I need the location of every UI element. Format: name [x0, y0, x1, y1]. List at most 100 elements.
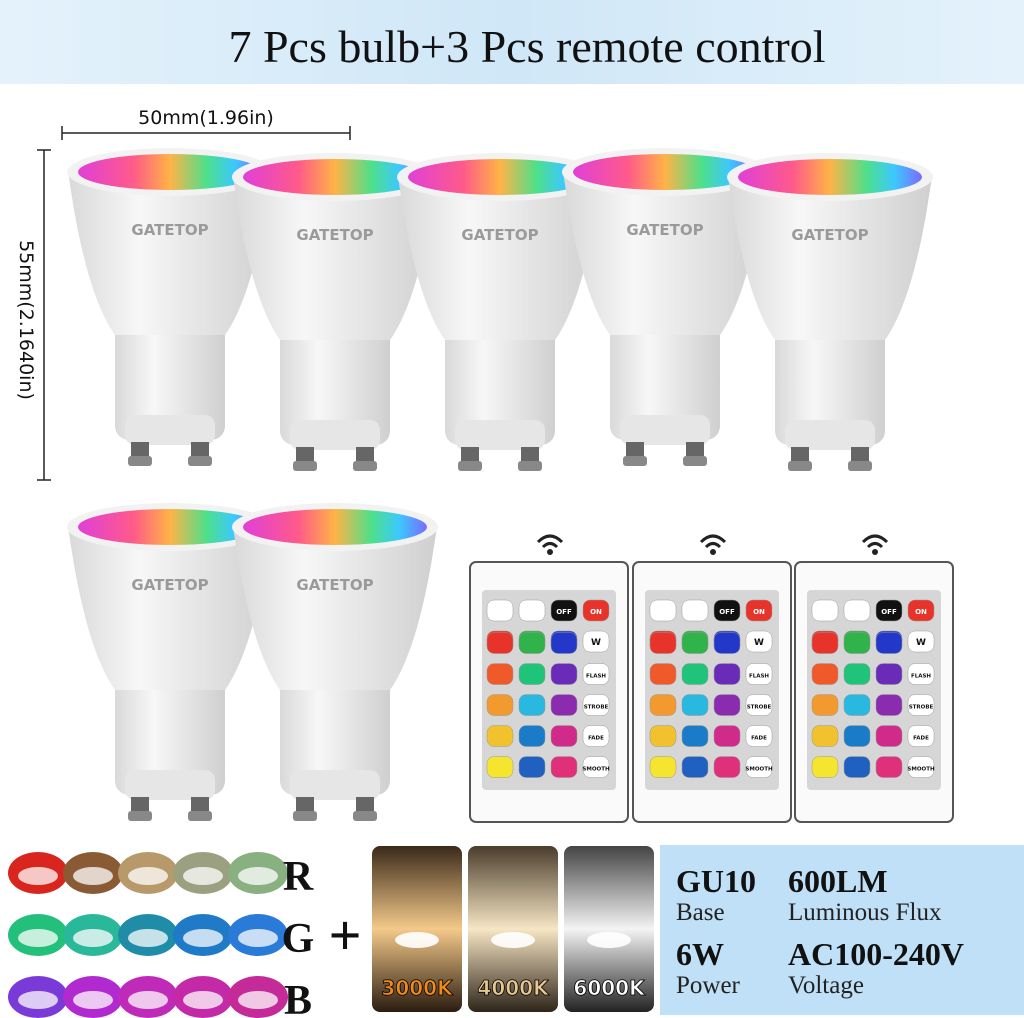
remote-button-label: SMOOTH: [745, 767, 773, 773]
remote-button: [486, 599, 514, 622]
remote-button: [713, 599, 741, 622]
temp-card: [564, 846, 654, 1012]
bulb-lens: [243, 509, 427, 545]
remote-button: [843, 632, 871, 654]
remote-button: [518, 756, 546, 778]
spec-value: 6W: [676, 936, 724, 972]
swatch-inner: [73, 867, 113, 885]
remote-button: [745, 694, 773, 716]
rgb-label: B: [284, 978, 312, 1018]
title-banner: [0, 0, 1024, 84]
remote-button: [582, 694, 610, 716]
bulb-neck: [290, 420, 380, 450]
remote-button: [518, 632, 546, 654]
bulb-brand: GATETOP: [461, 226, 538, 244]
bulb-pin-cap: [458, 461, 482, 471]
remote-panel: [807, 590, 941, 790]
remote-button: [713, 632, 741, 654]
remote-button: [907, 599, 935, 622]
bulb-base: [115, 675, 225, 795]
remote-button: [875, 725, 903, 747]
remote-button: [811, 694, 839, 716]
spec-value: AC100-240V: [788, 936, 964, 972]
remote-button: [745, 756, 773, 778]
remote-button-label: FLASH: [749, 674, 769, 680]
bulb-neck: [290, 770, 380, 800]
remote-button: [582, 599, 610, 622]
remote-button: [681, 599, 709, 622]
height-label: 55mm(2.1640in): [15, 240, 37, 400]
remote-button: [486, 756, 514, 778]
remote-button: [681, 663, 709, 685]
remote-button: [518, 694, 546, 716]
remote-button: [518, 663, 546, 685]
remote-button-label: FLASH: [911, 674, 931, 680]
wifi-icon: [699, 534, 727, 549]
color-temperatures: 3000K 4000K 6000K: [372, 846, 654, 1012]
remote-button-label: OFF: [881, 608, 897, 616]
remote-button-label: OFF: [556, 608, 572, 616]
remote-button-label: STROBE: [747, 705, 772, 711]
bulb-cup: [233, 527, 437, 690]
remote-button: [907, 630, 935, 653]
remote-button: [681, 756, 709, 778]
bulb-base: [115, 320, 225, 440]
swatch-inner: [238, 991, 278, 1009]
swatch-inner: [128, 867, 168, 885]
bulb-base: [280, 325, 390, 445]
remote-button: [811, 599, 839, 622]
remote-button: [745, 663, 773, 685]
remote-button: [486, 663, 514, 685]
remote-button: [486, 694, 514, 716]
bulb-pin-cap: [848, 461, 872, 471]
remote-button: [713, 725, 741, 747]
remote-button: [875, 756, 903, 778]
remote-button: [649, 725, 677, 747]
remote-button-label: OFF: [719, 608, 735, 616]
bulb-pin-cap: [128, 811, 152, 821]
remote-button: [907, 663, 935, 685]
wifi-dot: [710, 549, 716, 555]
bulb-base: [280, 675, 390, 795]
swatch-inner: [18, 991, 58, 1009]
bulb-brand: GATETOP: [131, 576, 208, 594]
remote-button-label: W: [591, 638, 601, 648]
wifi-icon: [536, 534, 564, 549]
remote-button: [713, 756, 741, 778]
remotes: OFFONRGBWFLASHSTROBEFADESMOOTHOFFONRGBWF…: [469, 534, 954, 823]
width-label: 50mm(1.96in): [138, 107, 274, 129]
bulb-pin-cap: [353, 811, 377, 821]
remote-button-label: W: [754, 638, 764, 648]
remote-button: [907, 725, 935, 747]
remote-button: [843, 725, 871, 747]
remote-button: [811, 663, 839, 685]
temp-bulb: [491, 932, 535, 948]
remote-button: [811, 725, 839, 747]
swatch-inner: [73, 991, 113, 1009]
remote: OFFONRGBWFLASHSTROBEFADESMOOTH: [794, 534, 954, 823]
temp-label: 4000K: [477, 976, 550, 1000]
temp-label: 6000K: [573, 976, 646, 1000]
remote-button: [745, 630, 773, 653]
swatch-inner: [183, 929, 223, 947]
swatch-inner: [73, 929, 113, 947]
remote-button: [550, 694, 578, 716]
bulbs: GATETOP GATETOP GATETOP GATETOP GATETOP GATET…: [67, 148, 933, 821]
swatch-inner: [183, 991, 223, 1009]
spec-value: GU10: [676, 863, 756, 899]
bulb-base: [610, 320, 720, 440]
bulb-brand: GATETOP: [791, 226, 868, 244]
bulb-neck: [125, 415, 215, 445]
remote-button: [550, 725, 578, 747]
bulb-pin-cap: [188, 456, 212, 466]
remote-button: [518, 725, 546, 747]
temp-bulb: [587, 932, 631, 948]
bulb-brand: GATETOP: [296, 576, 373, 594]
swatch-inner: [183, 867, 223, 885]
swatch-inner: [128, 991, 168, 1009]
rgb-label: R: [283, 854, 314, 900]
remote-button: [875, 632, 903, 654]
bulb: GATETOP: [232, 503, 438, 821]
bulb-base: [445, 325, 555, 445]
bulb-cup: [563, 172, 767, 335]
